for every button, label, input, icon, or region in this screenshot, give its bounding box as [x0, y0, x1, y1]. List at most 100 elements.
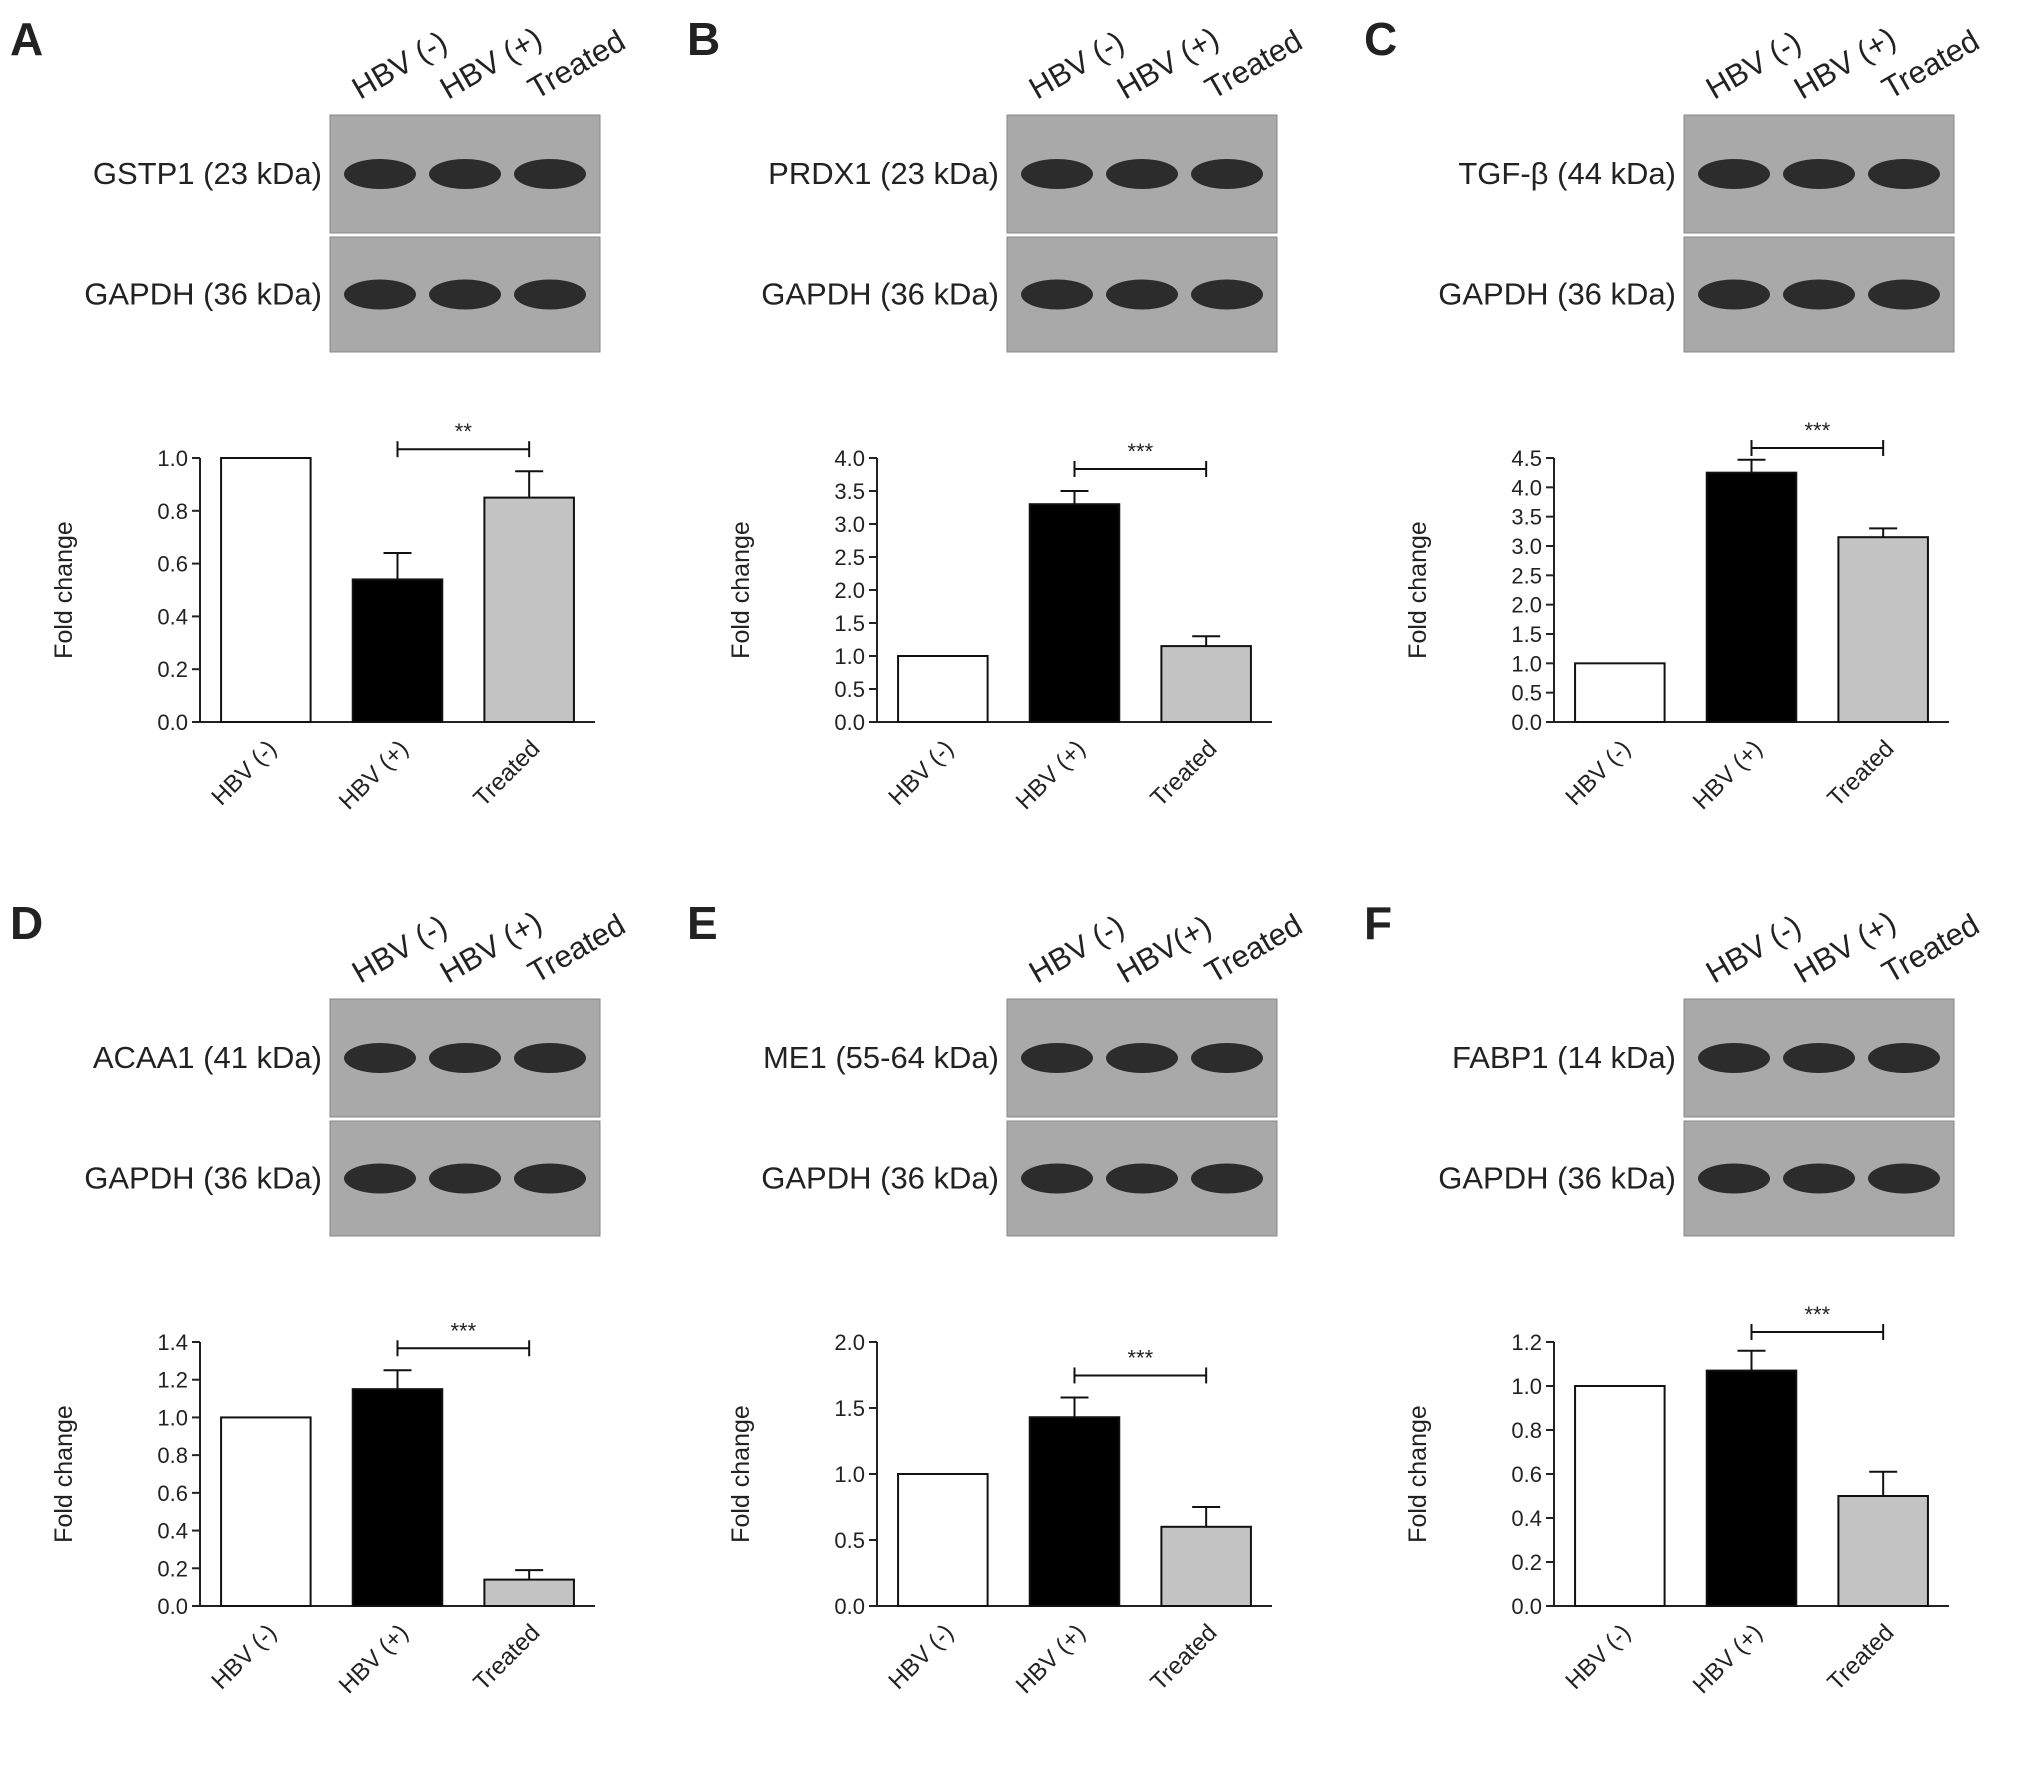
y-tick-label: 1.5 — [834, 1396, 865, 1421]
panel-label: A — [10, 13, 43, 65]
blot-band — [1698, 159, 1770, 189]
lane-label: HBV (-) — [1700, 24, 1807, 106]
blot-band — [1191, 1043, 1263, 1073]
lane-label: HBV (+) — [434, 904, 548, 990]
lane-label: HBV (-) — [346, 24, 453, 106]
x-tick-label: Treated — [1145, 735, 1222, 812]
x-tick-label: HBV (+) — [334, 735, 414, 815]
blot-band — [1868, 1163, 1940, 1194]
x-tick-label: Treated — [1822, 735, 1899, 812]
blot-band — [429, 1043, 501, 1073]
protein-label: TGF-β (44 kDa) — [1458, 156, 1676, 191]
blot-band — [429, 1163, 501, 1194]
x-tick-label: HBV (+) — [1011, 735, 1091, 815]
x-tick-label: HBV (-) — [206, 1619, 282, 1695]
protein-label: FABP1 (14 kDa) — [1452, 1040, 1676, 1075]
lane-label: HBV (-) — [346, 908, 453, 990]
y-tick-label: 1.5 — [1511, 622, 1542, 647]
lane-label: HBV (+) — [1788, 20, 1902, 106]
y-tick-label: 4.0 — [1511, 475, 1542, 500]
y-tick-label: 1.0 — [834, 644, 865, 669]
blot-band — [1021, 279, 1093, 310]
y-tick-label: 0.0 — [834, 1594, 865, 1619]
x-tick-label: HBV (-) — [1560, 735, 1636, 811]
y-tick-label: 0.6 — [157, 552, 188, 577]
y-tick-label: 0.0 — [157, 710, 188, 735]
x-tick-label: HBV (+) — [1688, 735, 1768, 815]
y-tick-label: 0.2 — [157, 657, 188, 682]
blot-band — [1698, 1163, 1770, 1194]
bar — [220, 1416, 312, 1608]
protein-label: GAPDH (36 kDa) — [1438, 277, 1676, 312]
blot-band — [344, 279, 416, 310]
y-tick-label: 3.0 — [1511, 534, 1542, 559]
y-tick-label: 0.8 — [1511, 1418, 1542, 1443]
blot-band — [1698, 279, 1770, 310]
y-axis-label: Fold change — [50, 521, 78, 659]
y-tick-label: 1.0 — [1511, 651, 1542, 676]
y-tick-label: 0.6 — [1511, 1462, 1542, 1487]
protein-label: ACAA1 (41 kDa) — [93, 1040, 322, 1075]
blot-band — [1783, 1163, 1855, 1194]
lane-label: HBV (-) — [1023, 24, 1130, 106]
x-tick-label: HBV (-) — [883, 1619, 959, 1695]
y-tick-label: 0.6 — [157, 1481, 188, 1506]
protein-label: GAPDH (36 kDa) — [761, 1161, 999, 1196]
blot-band — [1783, 1043, 1855, 1073]
bar — [1574, 662, 1666, 723]
lane-label: HBV (+) — [1111, 20, 1225, 106]
bar — [351, 578, 444, 723]
x-tick-label: HBV (+) — [1011, 1619, 1091, 1699]
protein-label: GAPDH (36 kDa) — [84, 1161, 322, 1196]
y-tick-label: 2.0 — [834, 578, 865, 603]
y-tick-label: 2.0 — [834, 1330, 865, 1355]
y-axis-label: Fold change — [1404, 521, 1432, 659]
x-tick-label: Treated — [1822, 1619, 1899, 1696]
blot-band — [1783, 279, 1855, 310]
x-tick-label: HBV (+) — [334, 1619, 414, 1699]
protein-label: GAPDH (36 kDa) — [1438, 1161, 1676, 1196]
protein-label: GAPDH (36 kDa) — [761, 277, 999, 312]
y-tick-label: 1.0 — [834, 1462, 865, 1487]
bar — [1837, 1495, 1929, 1607]
y-tick-label: 2.5 — [834, 545, 865, 570]
significance: *** — [1804, 1302, 1830, 1327]
significance: *** — [1127, 439, 1153, 464]
y-tick-label: 0.4 — [157, 604, 188, 629]
panel-label: E — [687, 897, 718, 949]
blot-band — [1106, 1043, 1178, 1073]
protein-label: PRDX1 (23 kDa) — [768, 156, 999, 191]
y-tick-label: 0.4 — [157, 1519, 188, 1544]
blot-band — [514, 279, 586, 310]
blot-band — [514, 1043, 586, 1073]
panel-label: F — [1364, 897, 1392, 949]
bar — [1837, 536, 1929, 724]
significance: *** — [1804, 418, 1830, 443]
bar — [483, 496, 575, 723]
blot-band — [344, 1043, 416, 1073]
y-tick-label: 0.8 — [157, 1443, 188, 1468]
protein-label: GSTP1 (23 kDa) — [93, 156, 322, 191]
protein-label: GAPDH (36 kDa) — [84, 277, 322, 312]
bar — [351, 1388, 444, 1607]
blot-band — [1106, 159, 1178, 189]
y-tick-label: 3.5 — [834, 479, 865, 504]
blot-band — [344, 159, 416, 189]
y-tick-label: 0.0 — [1511, 1594, 1542, 1619]
bar — [897, 655, 989, 723]
bar — [1028, 1416, 1121, 1607]
bar — [483, 1578, 575, 1607]
bar — [1574, 1385, 1666, 1607]
lane-label: HBV(+) — [1111, 909, 1217, 991]
y-tick-label: 1.2 — [1511, 1330, 1542, 1355]
lane-label: HBV (+) — [434, 20, 548, 106]
panel-label: C — [1364, 13, 1397, 65]
y-tick-label: 1.4 — [157, 1330, 188, 1355]
y-tick-label: 0.2 — [157, 1556, 188, 1581]
significance: *** — [450, 1318, 476, 1343]
significance: ** — [455, 419, 473, 444]
bar — [1705, 1369, 1798, 1607]
y-axis-label: Fold change — [1404, 1405, 1432, 1543]
panel-label: D — [10, 897, 43, 949]
